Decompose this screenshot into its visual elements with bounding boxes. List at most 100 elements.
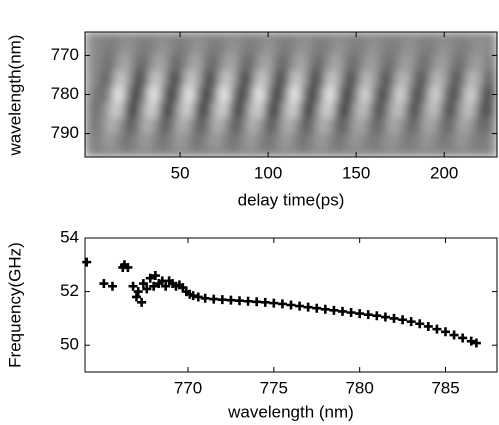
heatmap-cell: [228, 117, 238, 135]
heatmap-cell: [378, 71, 388, 88]
data-point: [466, 336, 476, 346]
heatmap-cell: [246, 102, 256, 119]
heatmap-cell: [325, 55, 335, 72]
heatmap-cell: [325, 71, 335, 88]
heatmap-cell: [448, 102, 458, 119]
heatmap-cell: [219, 86, 229, 103]
heatmap-cell: [378, 102, 388, 119]
y-tick-label: 54: [60, 227, 79, 246]
heatmap-cell: [369, 133, 379, 150]
heatmap-cell: [334, 117, 344, 135]
heatmap-cell: [378, 133, 388, 150]
heatmap-cell: [272, 39, 282, 56]
x-axis-label: delay time(ps): [238, 190, 345, 209]
data-point: [320, 304, 330, 314]
heatmap-cell: [325, 133, 335, 150]
heatmap-cell: [307, 71, 318, 88]
heatmap-cell: [439, 39, 450, 56]
heatmap-cell: [105, 39, 115, 56]
y-tick-label: 770: [51, 45, 79, 64]
heatmap-cell: [175, 117, 185, 135]
heatmap-cell: [237, 86, 247, 103]
heatmap-cell: [237, 39, 247, 56]
y-tick-label: 52: [60, 281, 79, 300]
heatmap-cell: [351, 117, 362, 135]
heatmap-cell: [281, 55, 291, 72]
heatmap-cell: [474, 55, 485, 72]
x-axis-label: wavelength (nm): [227, 402, 354, 421]
y-axis-label: wavelength(nm): [5, 35, 24, 157]
heatmap-cell: [202, 86, 212, 103]
heatmap-cell: [430, 133, 441, 150]
heatmap-cell: [395, 133, 406, 150]
heatmap-cell: [360, 86, 370, 103]
y-tick-label: 50: [60, 335, 79, 354]
heatmap-cell: [466, 71, 476, 88]
heatmap-cell: [254, 39, 265, 56]
heatmap-cell: [483, 133, 494, 150]
heatmap-cell: [158, 39, 168, 56]
heatmap-cell: [263, 117, 274, 135]
heatmap-cell: [149, 86, 159, 103]
heatmap-cell: [87, 117, 97, 135]
heatmap-cell: [351, 55, 362, 72]
heatmap-cell: [386, 55, 397, 72]
heatmap-cell: [105, 117, 115, 135]
heatmap-cell: [386, 39, 397, 56]
data-point: [193, 292, 203, 302]
heatmap-cell: [457, 55, 467, 72]
heatmap-cell: [219, 102, 229, 119]
heatmap-cell: [149, 55, 159, 72]
heatmap-cell: [131, 133, 141, 150]
heatmap-cell: [193, 133, 203, 150]
heatmap-cell: [290, 55, 300, 72]
heatmap-cell: [149, 102, 159, 119]
heatmap-cell: [413, 55, 423, 72]
data-point: [329, 305, 339, 315]
data-point: [217, 295, 227, 305]
heatmap-cell: [96, 133, 106, 150]
heatmap-cell: [430, 117, 441, 135]
heatmap-cell: [298, 86, 309, 103]
heatmap-cell: [307, 55, 318, 72]
heatmap-cell: [448, 86, 458, 103]
heatmap-cell: [210, 55, 221, 72]
heatmap-cell: [184, 102, 194, 119]
heatmap-cell: [325, 117, 335, 135]
heatmap-cell: [131, 117, 141, 135]
heatmap-cell: [316, 86, 326, 103]
heatmap-cell: [105, 102, 115, 119]
heatmap-cell: [210, 133, 221, 150]
heatmap-cell: [448, 71, 458, 88]
heatmap-cell: [378, 86, 388, 103]
heatmap-cell: [457, 117, 467, 135]
heatmap-cell: [439, 55, 450, 72]
heatmap-cell: [395, 55, 406, 72]
data-point: [149, 281, 159, 291]
heatmap-cell: [334, 55, 344, 72]
data-point: [252, 297, 262, 307]
heatmap-cell: [386, 86, 397, 103]
data-point: [137, 297, 147, 307]
heatmap-cell: [246, 71, 256, 88]
heatmap-cell: [281, 102, 291, 119]
heatmap-cell: [184, 86, 194, 103]
heatmap-cell: [413, 71, 423, 88]
heatmap-cell: [202, 55, 212, 72]
heatmap-cell: [307, 86, 318, 103]
heatmap-cell: [281, 117, 291, 135]
heatmap-cell: [351, 39, 362, 56]
heatmap-cell: [202, 117, 212, 135]
heatmap-cell: [395, 102, 406, 119]
heatmap-cell: [228, 86, 238, 103]
heatmap-cell: [193, 86, 203, 103]
heatmap-cell: [184, 71, 194, 88]
heatmap-cell: [386, 102, 397, 119]
x-tick-label: 50: [171, 163, 190, 182]
heatmap-cell: [219, 39, 229, 56]
heatmap-cell: [351, 71, 362, 88]
heatmap-cell: [351, 102, 362, 119]
heatmap-cell: [290, 117, 300, 135]
heatmap-cell: [263, 86, 274, 103]
heatmap-cell: [131, 55, 141, 72]
